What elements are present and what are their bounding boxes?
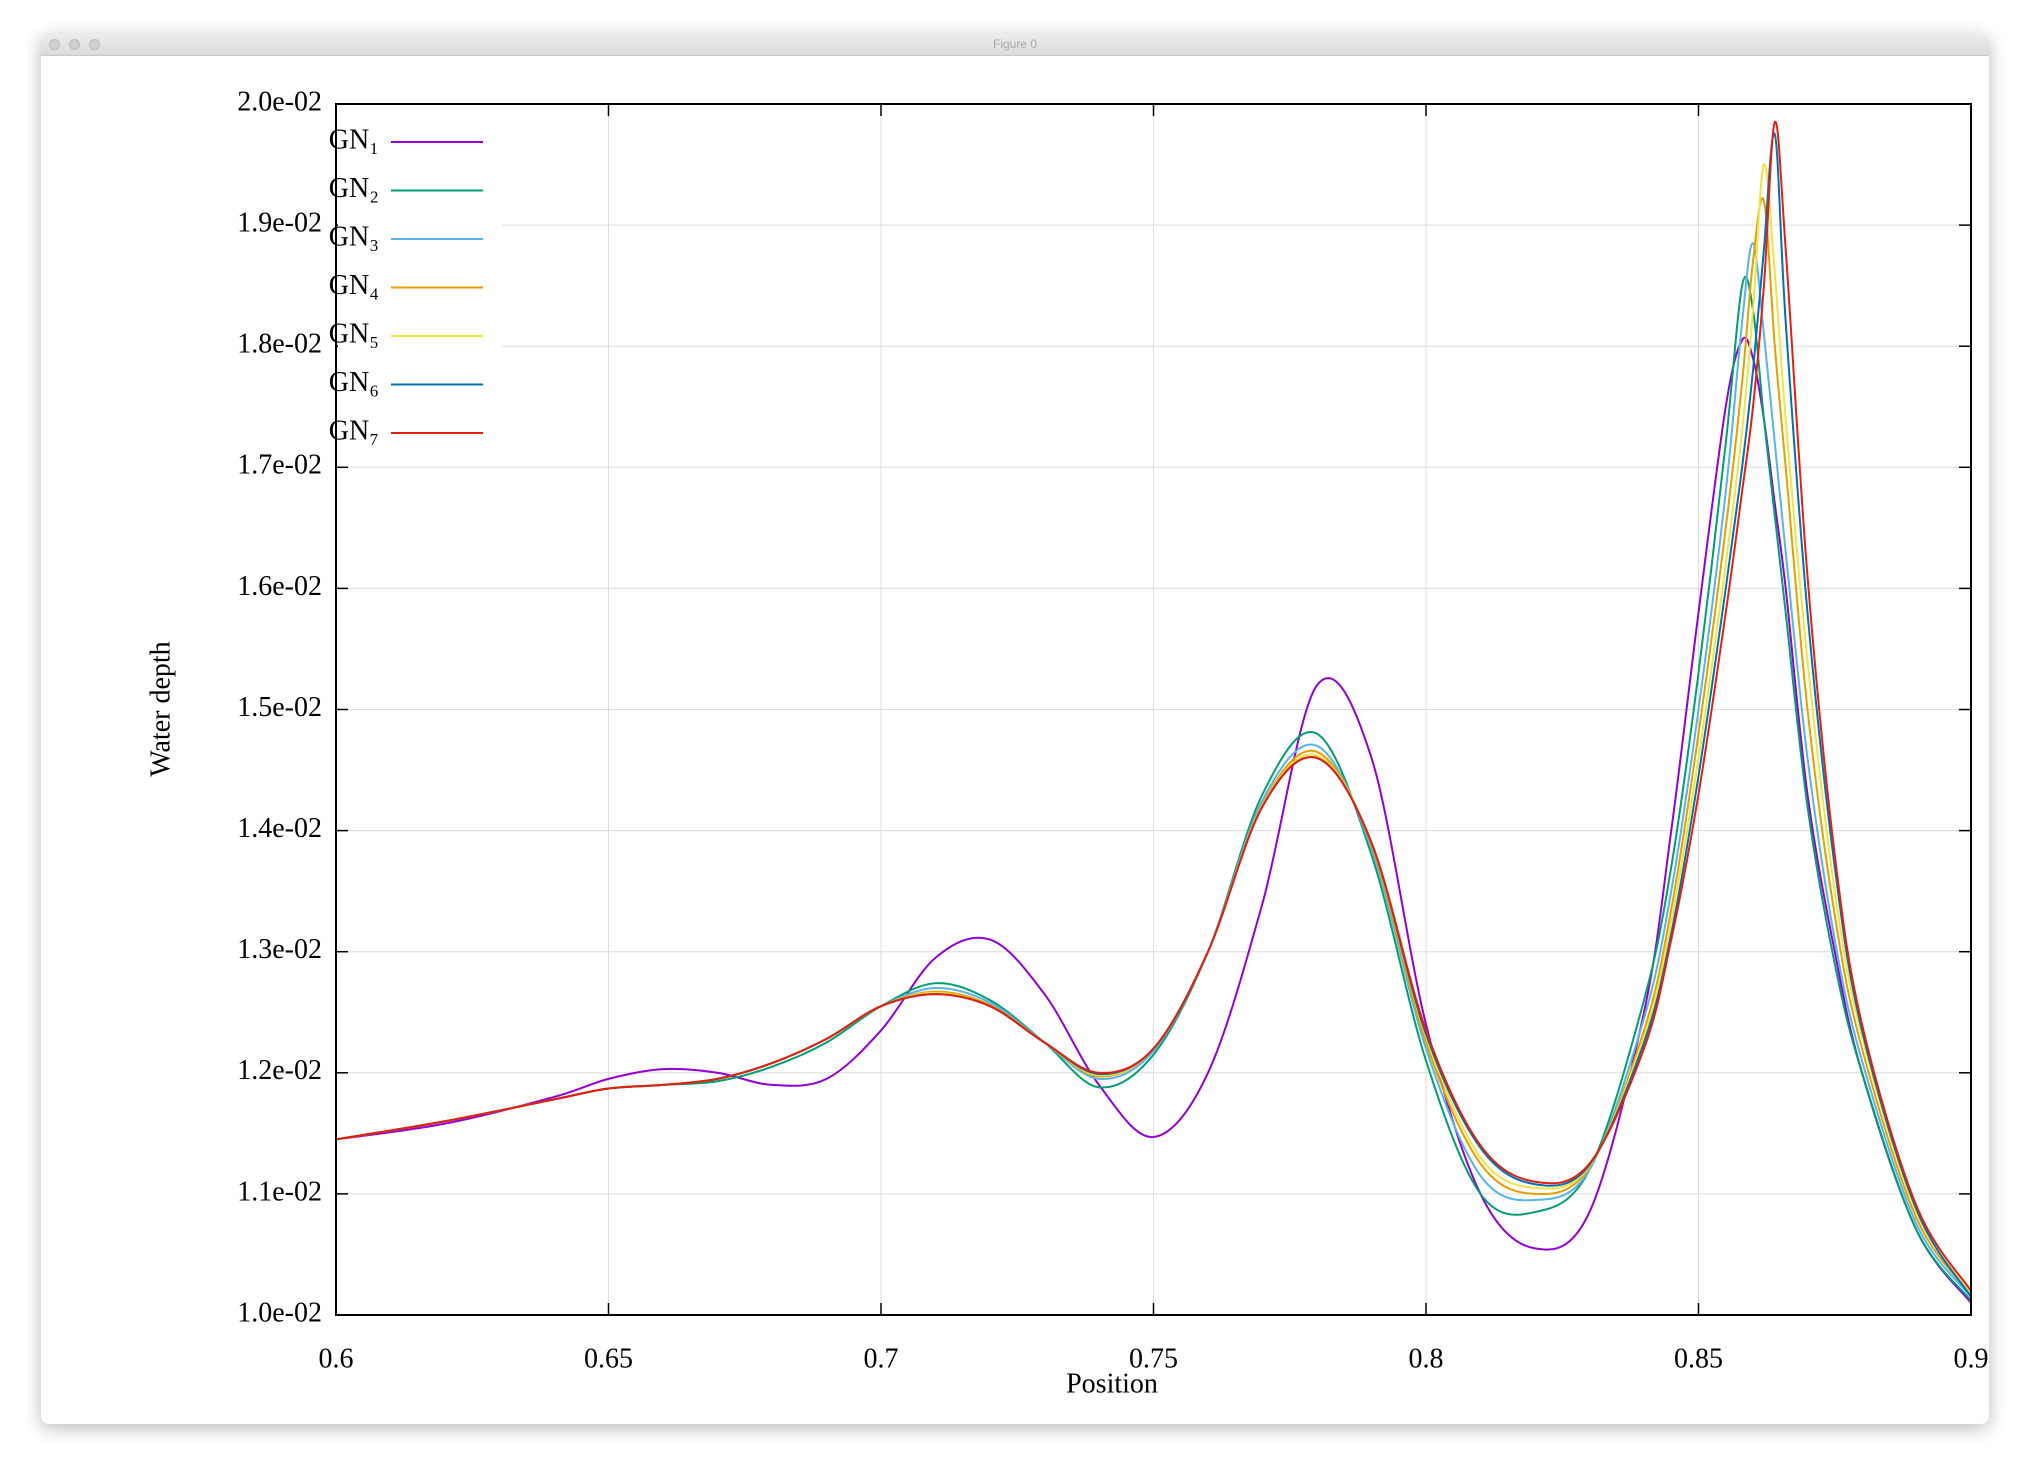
- legend-label: GN₃: [329, 221, 379, 252]
- y-tick-label: 1.3e-02: [237, 934, 322, 965]
- x-tick-label: 0.9: [1954, 1343, 1989, 1374]
- series-line: [336, 276, 1971, 1302]
- legend-label: GN₁: [329, 124, 379, 155]
- window-title: Figure 0: [992, 37, 1038, 51]
- y-tick-label: 1.6e-02: [237, 571, 322, 602]
- series-line: [336, 120, 1971, 1292]
- y-tick-label: 1.7e-02: [237, 450, 322, 481]
- legend-label: GN₅: [329, 318, 379, 349]
- minimize-button[interactable]: [69, 39, 80, 50]
- y-axis-label: Water depth: [145, 641, 176, 776]
- y-tick-label: 1.5e-02: [237, 692, 322, 723]
- y-tick-label: 1.2e-02: [237, 1055, 322, 1086]
- x-tick-label: 0.8: [1409, 1343, 1444, 1374]
- x-tick-label: 0.7: [864, 1343, 899, 1374]
- y-tick-label: 2.0e-02: [237, 86, 322, 117]
- legend-label: GN₆: [329, 367, 379, 398]
- x-tick-label: 0.75: [1129, 1343, 1178, 1374]
- legend-label: GN₂: [329, 173, 379, 204]
- title-bar: Figure 0: [41, 34, 1989, 56]
- x-axis-label: Position: [1066, 1368, 1158, 1399]
- legend-label: GN₄: [329, 270, 379, 301]
- y-tick-label: 1.0e-02: [237, 1297, 322, 1328]
- y-tick-label: 1.8e-02: [237, 329, 322, 360]
- y-tick-label: 1.4e-02: [237, 813, 322, 844]
- y-tick-label: 1.1e-02: [237, 1176, 322, 1207]
- close-button[interactable]: [49, 39, 60, 50]
- y-tick-label: 1.9e-02: [237, 208, 322, 239]
- x-tick-label: 0.65: [584, 1343, 633, 1374]
- plot-lines: [336, 120, 1971, 1304]
- legend-box: [338, 106, 502, 466]
- x-tick-label: 0.85: [1674, 1343, 1723, 1374]
- plot-frame: [335, 103, 1972, 1316]
- legend-label: GN₇: [329, 415, 379, 446]
- zoom-button[interactable]: [89, 39, 100, 50]
- x-tick-label: 0.6: [319, 1343, 354, 1374]
